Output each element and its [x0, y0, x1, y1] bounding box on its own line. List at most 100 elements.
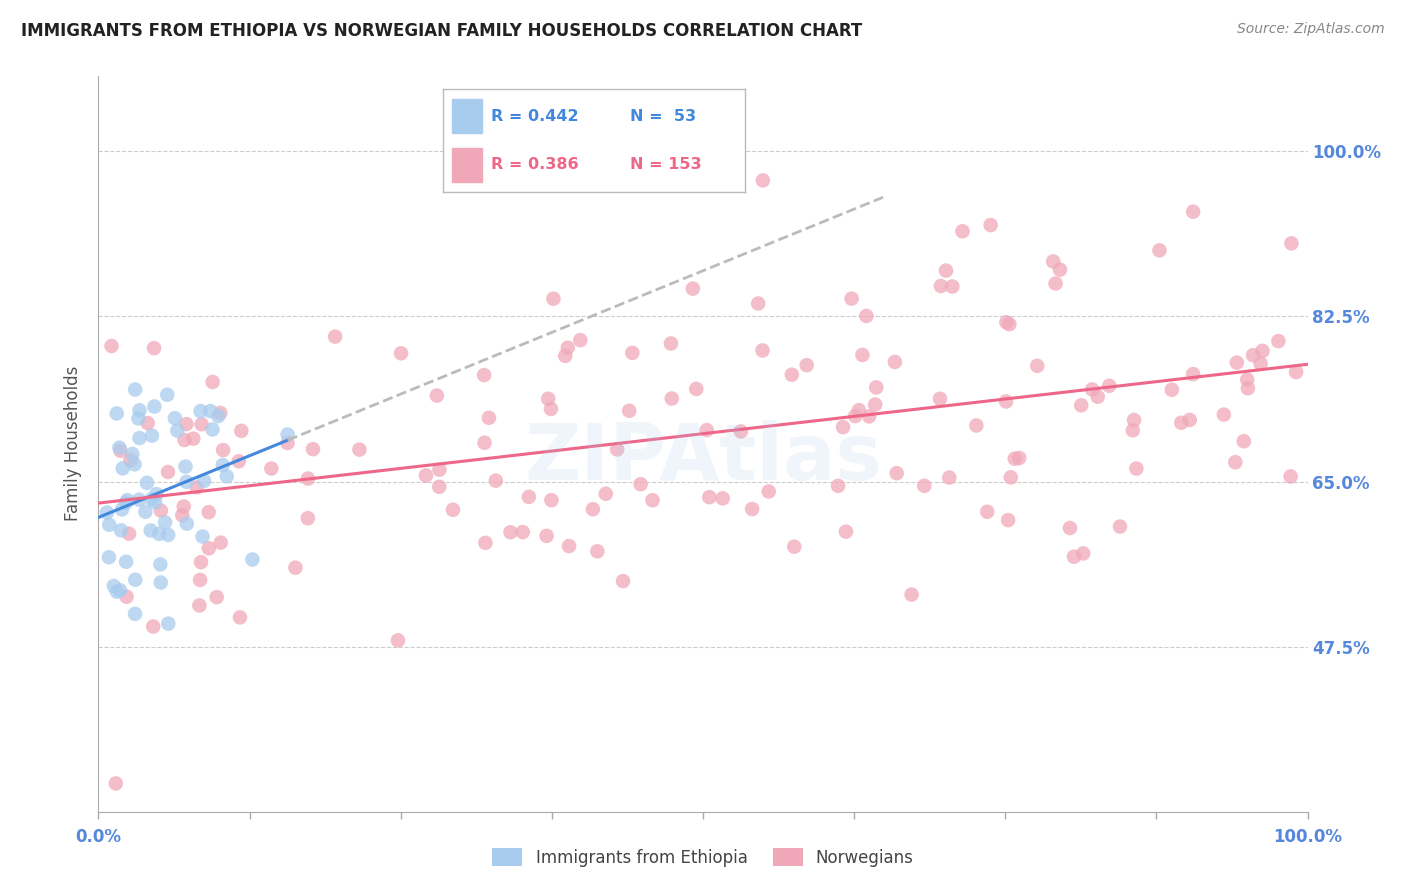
- Point: [148, 526, 170, 541]
- Point: [108, 583, 131, 598]
- Point: [1182, 367, 1205, 381]
- Text: R = 0.386: R = 0.386: [491, 157, 579, 172]
- Point: [149, 503, 172, 517]
- Point: [186, 480, 208, 494]
- Point: [166, 424, 188, 438]
- Point: [1182, 204, 1205, 219]
- Point: [389, 346, 412, 360]
- Point: [172, 508, 194, 523]
- Point: [517, 490, 540, 504]
- Point: [478, 410, 501, 425]
- Bar: [451, 99, 482, 133]
- Point: [848, 403, 870, 417]
- Text: N =  53: N = 53: [630, 109, 696, 124]
- Point: [980, 218, 1002, 232]
- Point: [537, 392, 560, 406]
- Point: [190, 417, 212, 432]
- Point: [128, 431, 150, 445]
- Point: [110, 443, 132, 458]
- Point: [145, 487, 167, 501]
- Point: [191, 529, 214, 543]
- Text: 0.0%: 0.0%: [76, 829, 121, 847]
- Point: [104, 776, 127, 790]
- Point: [752, 173, 775, 187]
- Point: [1226, 355, 1249, 369]
- Point: [630, 477, 652, 491]
- Point: [128, 492, 150, 507]
- Point: [426, 388, 449, 402]
- Point: [685, 382, 707, 396]
- Point: [141, 492, 163, 507]
- Point: [209, 406, 232, 420]
- Point: [1045, 277, 1067, 291]
- Point: [835, 524, 858, 539]
- Text: R = 0.442: R = 0.442: [491, 109, 579, 124]
- Point: [173, 500, 195, 514]
- Point: [201, 375, 224, 389]
- Point: [1004, 451, 1026, 466]
- Point: [841, 292, 863, 306]
- Point: [115, 590, 138, 604]
- Point: [96, 506, 118, 520]
- Point: [205, 590, 228, 604]
- Point: [323, 329, 346, 343]
- Point: [277, 436, 299, 450]
- Point: [105, 407, 128, 421]
- Point: [851, 348, 873, 362]
- Point: [260, 461, 283, 475]
- Point: [606, 442, 628, 457]
- Point: [231, 424, 253, 438]
- Point: [619, 403, 641, 417]
- Point: [1026, 359, 1049, 373]
- Point: [242, 552, 264, 566]
- Point: [730, 425, 752, 439]
- Point: [938, 470, 960, 484]
- Point: [190, 555, 212, 569]
- Point: [536, 529, 558, 543]
- Point: [1281, 236, 1303, 251]
- Point: [128, 403, 150, 417]
- Point: [142, 619, 165, 633]
- Point: [554, 349, 576, 363]
- Point: [149, 575, 172, 590]
- Point: [1008, 450, 1031, 465]
- Point: [1070, 398, 1092, 412]
- Point: [441, 502, 464, 516]
- Point: [540, 401, 562, 416]
- Point: [181, 432, 204, 446]
- Point: [1087, 390, 1109, 404]
- Point: [193, 474, 215, 488]
- Point: [157, 528, 180, 542]
- Point: [277, 427, 299, 442]
- Text: 100.0%: 100.0%: [1272, 829, 1343, 847]
- Point: [1042, 254, 1064, 268]
- Point: [127, 411, 149, 425]
- Point: [557, 341, 579, 355]
- Point: [827, 479, 849, 493]
- Point: [1212, 408, 1234, 422]
- Point: [696, 423, 718, 437]
- Text: ZIPAtlas: ZIPAtlas: [524, 420, 882, 497]
- Point: [228, 454, 250, 468]
- Point: [883, 355, 905, 369]
- Point: [143, 495, 166, 509]
- Point: [176, 516, 198, 531]
- Point: [780, 368, 803, 382]
- Point: [612, 574, 634, 588]
- Point: [141, 428, 163, 442]
- Point: [1160, 383, 1182, 397]
- Point: [156, 388, 179, 402]
- Point: [1236, 373, 1258, 387]
- Point: [297, 472, 319, 486]
- Point: [1049, 262, 1071, 277]
- Point: [139, 524, 162, 538]
- Point: [124, 607, 146, 621]
- Point: [149, 558, 172, 572]
- Point: [120, 453, 142, 467]
- Point: [200, 404, 222, 418]
- Point: [176, 417, 198, 431]
- Point: [485, 474, 508, 488]
- Point: [284, 560, 307, 574]
- Point: [1071, 546, 1094, 560]
- Point: [124, 458, 146, 472]
